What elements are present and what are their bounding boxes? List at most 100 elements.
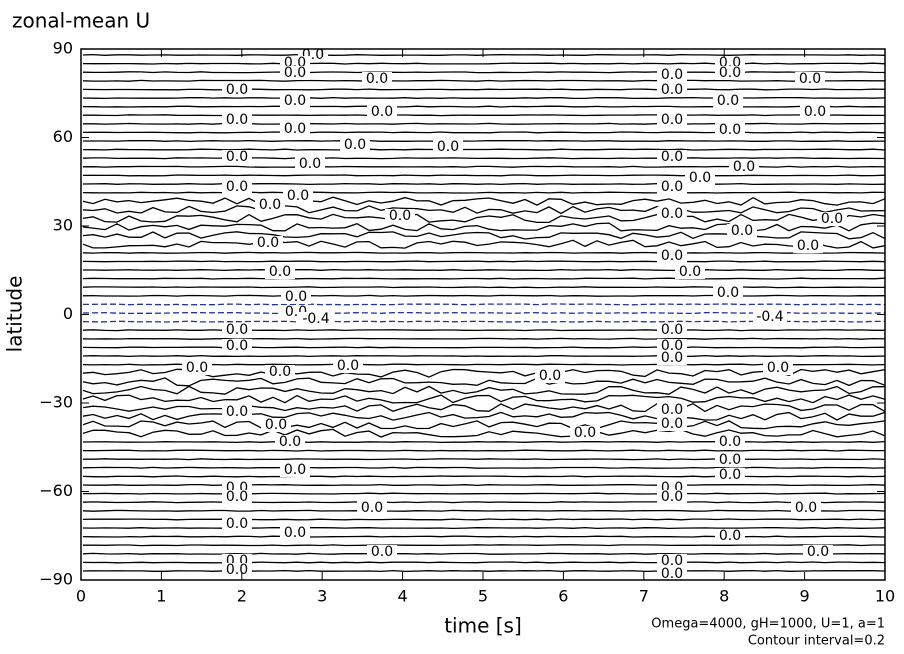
contour-line [82, 191, 886, 194]
contour-label: 0.0 [539, 368, 561, 384]
contour-label-bg [222, 323, 252, 337]
contour-label-bg [791, 501, 821, 515]
contour-line [82, 346, 886, 349]
contour-label-bg [727, 224, 757, 238]
contour-line [82, 105, 886, 108]
contour-label-bg [299, 312, 333, 326]
contour-label: 0.0 [284, 93, 306, 109]
contour-label: 0.0 [284, 525, 306, 541]
contour-label-bg [657, 351, 687, 365]
contour-line [82, 526, 886, 530]
contour-label-bg [657, 180, 687, 194]
contour-label-bg [715, 435, 745, 449]
contour-line [82, 260, 886, 263]
contour-label-bg [357, 501, 387, 515]
contour-label-bg [657, 339, 687, 353]
contour-line [83, 139, 886, 143]
contour-label: 0.0 [226, 489, 248, 505]
contour-label-bg [657, 68, 687, 82]
contour-line [82, 213, 886, 224]
contour-line [82, 53, 886, 56]
contour-line [82, 71, 886, 74]
contour-label: 0.0 [226, 516, 248, 532]
contour-line [82, 251, 886, 254]
contour-label: 0.0 [269, 264, 291, 280]
x-tick-label: 8 [719, 587, 729, 606]
x-tick-label: 0 [76, 587, 86, 606]
contour-label-bg [793, 239, 823, 253]
contour-label-bg [367, 545, 397, 559]
contour-label: 0.0 [287, 188, 309, 204]
contour-label-bg [222, 180, 252, 194]
contour-label-bg [729, 160, 759, 174]
y-tick-label: 90 [53, 39, 73, 58]
contour-label-bg [657, 83, 687, 97]
contour-label: 0.0 [226, 404, 248, 420]
contour-label-bg [182, 361, 212, 375]
contour-label: 0.0 [661, 112, 683, 128]
contour-label-bg [753, 310, 787, 324]
contour-label: 0.0 [389, 208, 411, 224]
contour-line [82, 131, 886, 134]
contour-label-bg [657, 403, 687, 417]
contour-line [82, 174, 886, 177]
contour-label-bg [715, 453, 745, 467]
contour-label: 0.0 [661, 179, 683, 195]
contour-label-bg [280, 94, 310, 108]
contour-label-bg [222, 83, 252, 97]
y-axis-label: latitude [3, 276, 27, 353]
contour-line [82, 394, 886, 404]
contour-label: 0.0 [661, 149, 683, 165]
contour-label: 0.0 [226, 322, 248, 338]
contour-label-bg [685, 171, 715, 185]
contour-label-bg [715, 529, 745, 543]
contour-label: 0.0 [661, 206, 683, 222]
contour-line [82, 466, 886, 469]
contour-label-bg [657, 417, 687, 431]
contour-line [82, 303, 886, 306]
contour-line [82, 411, 886, 421]
contour-label: 0.0 [371, 104, 393, 120]
contour-line [82, 518, 886, 521]
contour-line [82, 337, 886, 340]
contour-label-bg [281, 290, 311, 304]
contour-label-bg [280, 463, 310, 477]
contour-label-bg [222, 339, 252, 353]
y-tick-label: −30 [39, 393, 73, 412]
contour-label: 0.0 [371, 544, 393, 560]
contour-label: 0.0 [265, 417, 287, 433]
contour-label: 0.0 [733, 159, 755, 175]
contour-label-bg [222, 563, 252, 577]
contour-line [82, 231, 886, 240]
contour-label-bg [222, 490, 252, 504]
contour-label-bg [222, 150, 252, 164]
contour-label-bg [275, 435, 305, 449]
contour-line [82, 148, 886, 151]
contour-label-bg [340, 138, 370, 152]
contour-label: 0.0 [661, 248, 683, 264]
annotation: Omega=4000, gH=1000, U=1, a=1 [651, 617, 885, 632]
contour-label: 0.0 [661, 338, 683, 354]
contour-label-bg [280, 526, 310, 540]
contour-label: 0.0 [344, 137, 366, 153]
contour-label: 0.0 [661, 416, 683, 432]
x-axis-label: time [s] [444, 614, 522, 638]
contour-label-bg [280, 66, 310, 80]
contour-line [83, 458, 886, 461]
contour-line [82, 329, 885, 332]
contour-line [82, 182, 886, 186]
contour-label-bg [763, 361, 793, 375]
contour-line [82, 544, 885, 547]
contour-label: 0.0 [226, 179, 248, 195]
contour-label-bg [657, 567, 687, 581]
x-tick-label: 4 [398, 587, 408, 606]
x-tick-label: 1 [156, 587, 166, 606]
contour-label: 0.0 [574, 425, 596, 441]
contour-label: 0.0 [661, 566, 683, 582]
contour-label: 0.0 [661, 402, 683, 418]
contour-label: 0.0 [337, 358, 359, 374]
contour-line [82, 483, 886, 487]
contour-label-bg [261, 418, 291, 432]
contour-label-bg [657, 554, 687, 568]
contour-label: 0.0 [795, 500, 817, 516]
